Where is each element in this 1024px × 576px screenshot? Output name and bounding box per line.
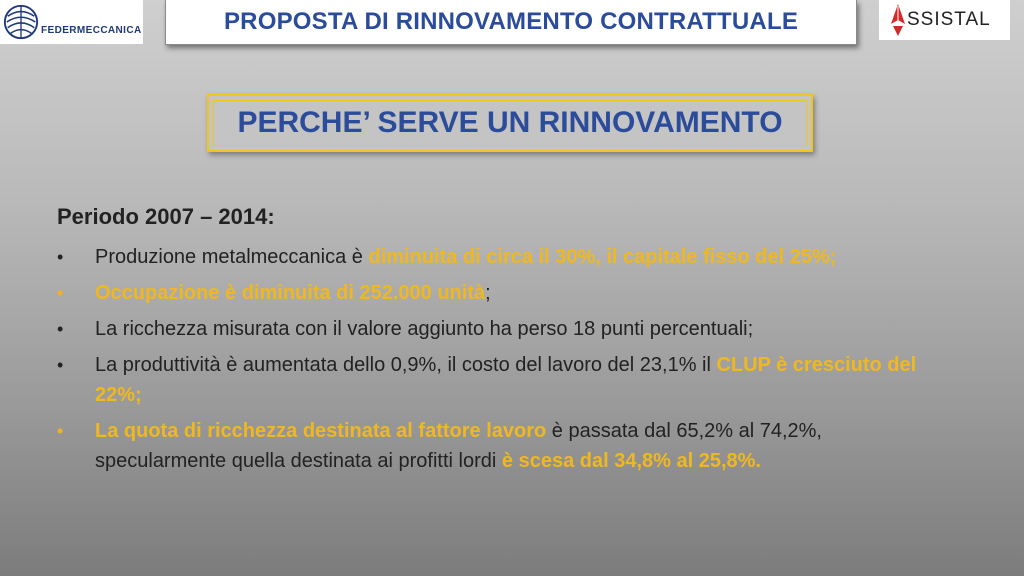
bullet-icon: • <box>57 247 64 267</box>
list-item: • Occupazione è diminuita di 252.000 uni… <box>57 278 957 308</box>
bullet-text: ; <box>485 282 491 304</box>
header-title: PROPOSTA DI RINNOVAMENTO CONTRATTUALE <box>223 8 799 35</box>
section-title-frame: PERCHE’ SERVE UN RINNOVAMENTO <box>207 94 813 152</box>
bullet-highlight: diminuita di circa il 30%, il capitale f… <box>368 246 837 268</box>
bullet-icon: • <box>57 355 64 375</box>
bullet-highlight: Occupazione è diminuita di 252.000 unità <box>95 282 486 304</box>
bullet-highlight-2: è scesa dal 34,8% al 25,8%. <box>501 450 761 472</box>
bullet-highlight: CLUP è cresciuto del 22%; <box>95 354 917 406</box>
bullet-highlight: La quota di ricchezza destinata al fatto… <box>95 420 547 442</box>
bullet-text: Produzione metalmeccanica è <box>95 246 369 268</box>
rocket-icon <box>891 4 905 36</box>
bullet-icon: • <box>57 319 64 339</box>
assistal-logo: SSISTAL <box>879 0 1010 40</box>
list-item: • La quota di ricchezza destinata al fat… <box>57 416 957 476</box>
bullet-text: La ricchezza misurata con il valore aggi… <box>95 318 754 340</box>
bullet-text: è passata dal 65,2% al 74,2%, specularme… <box>95 420 822 472</box>
federmeccanica-emblem-icon <box>3 4 39 40</box>
period-heading: Periodo 2007 – 2014: <box>57 204 275 229</box>
bullet-text: La produttività è aumentata dello 0,9%, … <box>95 354 717 376</box>
federmeccanica-logo: FEDERMECCANICA <box>0 0 143 44</box>
section-title: PERCHE’ SERVE UN RINNOVAMENTO <box>237 106 783 139</box>
list-item: • La produttività è aumentata dello 0,9%… <box>57 350 957 410</box>
bullet-icon: • <box>57 421 64 441</box>
header-title-box: PROPOSTA DI RINNOVAMENTO CONTRATTUALE <box>165 0 857 45</box>
bullet-icon: • <box>57 283 64 303</box>
assistal-logo-text: SSISTAL <box>907 9 991 30</box>
list-item: • La ricchezza misurata con il valore ag… <box>57 314 957 344</box>
bullet-list: • Produzione metalmeccanica è diminuita … <box>57 242 957 482</box>
list-item: • Produzione metalmeccanica è diminuita … <box>57 242 957 272</box>
section-title-inner-frame: PERCHE’ SERVE UN RINNOVAMENTO <box>213 100 807 146</box>
federmeccanica-logo-text: FEDERMECCANICA <box>41 24 142 36</box>
